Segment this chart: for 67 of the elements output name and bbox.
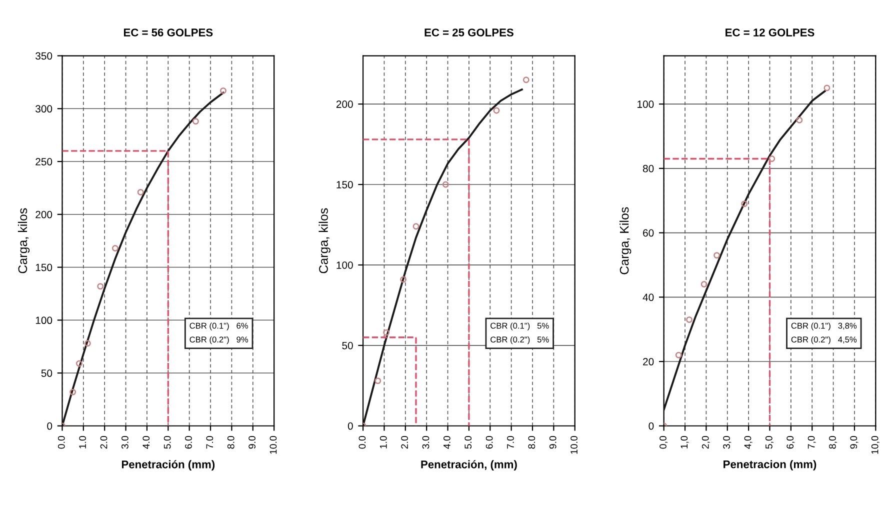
y-axis-title: Carga, kilos bbox=[318, 208, 330, 274]
x-tick-label: 8.0 bbox=[528, 436, 536, 449]
x-tick-label: 7.0 bbox=[507, 436, 514, 449]
y-tick-label: 200 bbox=[36, 210, 52, 218]
x-tick-label: 1.0 bbox=[380, 436, 387, 448]
y-tick-label: 50 bbox=[41, 370, 52, 377]
x-tick-label: 5.0 bbox=[464, 436, 472, 449]
x-axis-title: Penetración, (mm) bbox=[421, 460, 517, 471]
chart-title: EC = 56 GOLPES bbox=[124, 28, 213, 36]
x-tick-label: 8.0 bbox=[227, 436, 234, 449]
annotation: CBR (0.2") 9% bbox=[190, 336, 248, 344]
x-tick-label: 2.0 bbox=[100, 436, 108, 449]
annotation: CBR (0.1") 3,8% bbox=[791, 322, 857, 330]
y-tick-label: 300 bbox=[36, 105, 52, 113]
y-tick-label: 40 bbox=[642, 294, 654, 302]
x-tick-label: 7.0 bbox=[206, 436, 214, 449]
x-tick-label: 3,0 bbox=[723, 436, 732, 449]
y-tick-label: 0 bbox=[348, 422, 353, 430]
x-axis-title: Penetración (mm) bbox=[122, 460, 215, 471]
x-tick-label: 0,0 bbox=[660, 436, 668, 449]
annotation: CBR (0.1") 6% bbox=[190, 322, 248, 330]
x-tick-label: 4.0 bbox=[142, 436, 150, 449]
x-tick-label: 6,0 bbox=[786, 436, 795, 449]
y-tick-label: 250 bbox=[36, 158, 52, 166]
x-tick-label: 6.0 bbox=[486, 436, 493, 449]
y-tick-label: 100 bbox=[336, 261, 353, 269]
x-tick-label: 9.0 bbox=[248, 436, 256, 449]
x-tick-label: 5,0 bbox=[765, 436, 774, 449]
x-tick-label: 2,0 bbox=[702, 436, 710, 449]
x-tick-label: 7,0 bbox=[808, 436, 816, 449]
y-axis-title: Carga, kilos bbox=[18, 208, 30, 274]
y-tick-label: 50 bbox=[342, 342, 353, 350]
x-tick-label: 10.0 bbox=[570, 436, 578, 454]
chart-title: EC = 12 GOLPES bbox=[726, 28, 814, 36]
y-tick-label: 200 bbox=[336, 100, 353, 108]
y-tick-label: 0 bbox=[648, 422, 654, 430]
x-tick-label: 6.0 bbox=[185, 436, 192, 449]
x-tick-label: 1,0 bbox=[680, 436, 689, 448]
x-tick-label: 2.0 bbox=[401, 436, 408, 449]
x-tick-label: 9.0 bbox=[549, 436, 556, 449]
annotation: CBR (0.1") 5% bbox=[490, 322, 549, 330]
y-tick-label: 0 bbox=[47, 422, 52, 430]
x-tick-label: 10,0 bbox=[871, 436, 880, 454]
x-tick-label: 3.0 bbox=[422, 436, 430, 449]
x-tick-label: 0.0 bbox=[58, 436, 65, 449]
x-axis-title: Penetracion (mm) bbox=[724, 460, 816, 470]
x-tick-label: 4.0 bbox=[443, 436, 450, 449]
y-tick-label: 100 bbox=[36, 316, 52, 324]
y-tick-label: 150 bbox=[36, 264, 52, 272]
x-tick-label: 1.0 bbox=[79, 436, 86, 448]
y-tick-label: 60 bbox=[643, 229, 654, 237]
x-tick-label: 3.0 bbox=[122, 436, 128, 449]
x-tick-label: 4,0 bbox=[744, 436, 752, 449]
y-tick-label: 150 bbox=[336, 181, 353, 188]
annotation: CBR (0.2") 4,5% bbox=[791, 336, 857, 344]
x-tick-label: 10.0 bbox=[270, 436, 277, 454]
y-tick-label: 350 bbox=[36, 52, 52, 60]
y-tick-label: 80 bbox=[642, 164, 654, 172]
chart-title: EC = 25 GOLPES bbox=[424, 28, 514, 36]
x-tick-label: 9,0 bbox=[850, 436, 858, 449]
x-tick-label: 0.0 bbox=[358, 436, 366, 449]
y-tick-label: 100 bbox=[638, 100, 654, 108]
y-axis-title: Carga, Kilos bbox=[620, 207, 632, 274]
x-tick-label: 5.0 bbox=[164, 436, 171, 449]
y-tick-label: 20 bbox=[643, 358, 654, 366]
x-tick-label: 8,0 bbox=[829, 436, 838, 449]
annotation: CBR (0.2") 5% bbox=[490, 336, 549, 344]
